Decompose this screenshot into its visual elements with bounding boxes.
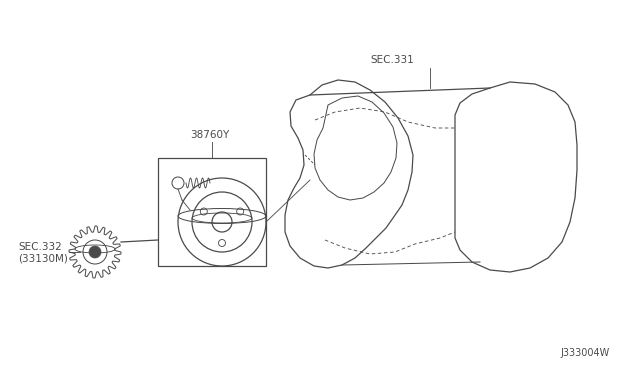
Text: SEC.331: SEC.331	[370, 55, 413, 65]
Text: 38760Y: 38760Y	[190, 130, 229, 140]
Text: SEC.332
(33130M): SEC.332 (33130M)	[18, 242, 68, 264]
Circle shape	[89, 246, 101, 258]
Text: J333004W: J333004W	[560, 348, 609, 358]
Bar	[158, 158, 266, 266]
